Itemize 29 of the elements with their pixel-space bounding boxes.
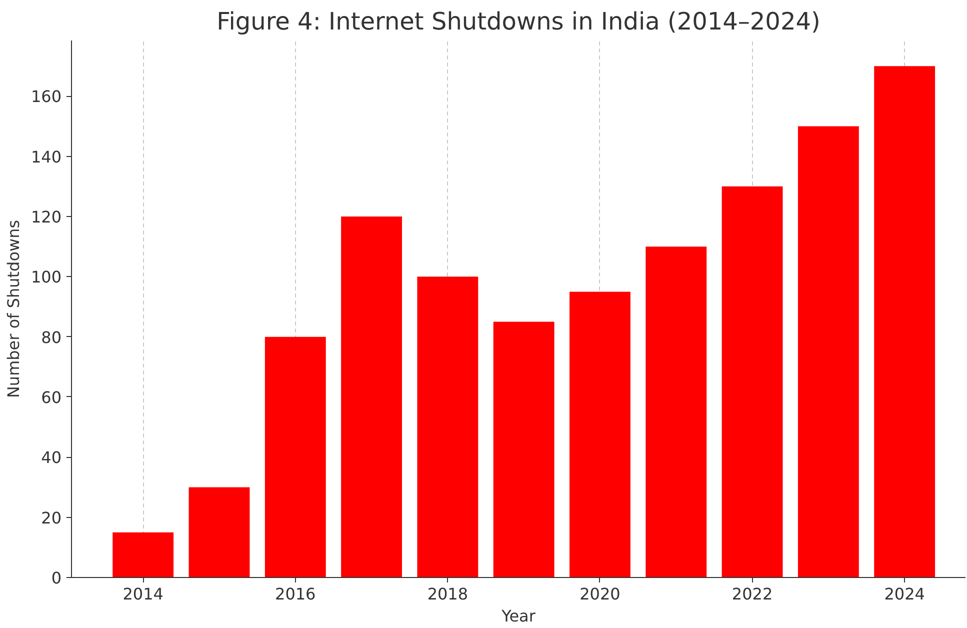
bar xyxy=(112,532,174,578)
y-tick-label: 160 xyxy=(30,87,62,106)
y-tick-label: 80 xyxy=(41,328,62,347)
bar xyxy=(188,487,250,578)
y-tick-label: 100 xyxy=(30,268,62,287)
bar xyxy=(417,276,478,578)
bar xyxy=(341,216,402,578)
x-tick-label: 2014 xyxy=(122,584,164,604)
bar xyxy=(493,322,554,578)
bar xyxy=(646,246,707,578)
x-tick-label: 2022 xyxy=(732,584,773,604)
chart-title: Figure 4: Internet Shutdowns in India (2014–2024) xyxy=(216,8,820,36)
x-axis-title: Year xyxy=(500,606,536,626)
y-tick-label: 140 xyxy=(30,147,62,166)
y-tick-label: 120 xyxy=(30,207,62,226)
bar xyxy=(874,66,936,578)
bar xyxy=(264,336,326,578)
x-tick-label: 2016 xyxy=(275,584,316,604)
bar xyxy=(722,186,783,578)
y-tick-label: 40 xyxy=(41,448,62,468)
y-tick-label: 0 xyxy=(51,568,62,588)
x-tick-label: 2024 xyxy=(884,584,925,604)
x-tick-label: 2018 xyxy=(427,584,468,604)
y-axis-title: Number of Shutdowns xyxy=(4,220,23,398)
x-tick-label: 2020 xyxy=(580,584,620,604)
bar xyxy=(570,292,630,578)
y-tick-label: 20 xyxy=(41,508,62,528)
y-tick-label: 60 xyxy=(41,388,62,407)
bar xyxy=(798,126,859,578)
